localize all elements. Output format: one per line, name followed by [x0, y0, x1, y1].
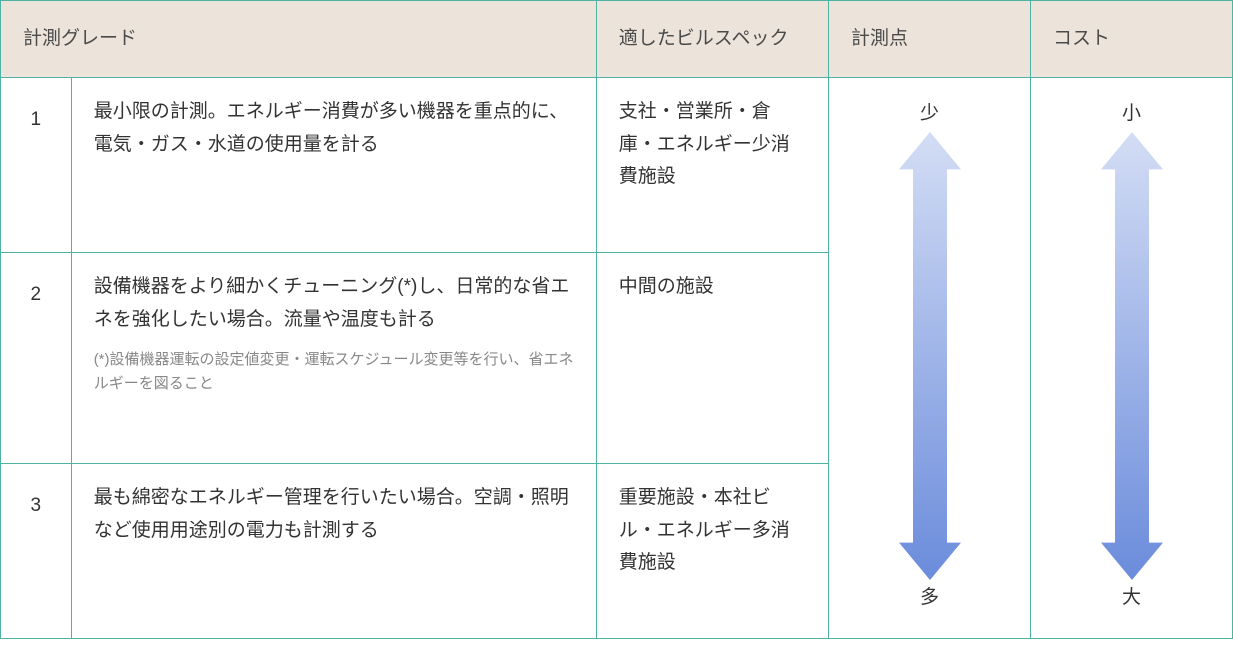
- grade-desc-text: 設備機器をより細かくチューニング(*)し、日常的な省エネを強化したい場合。流量や…: [94, 276, 570, 329]
- header-points: 計測点: [829, 1, 1031, 78]
- building-spec: 重要施設・本社ビル・エネルギー多消費施設: [596, 464, 828, 639]
- double-arrow-icon: [1101, 132, 1163, 580]
- cost-bottom-label: 大: [1122, 582, 1141, 614]
- double-arrow-icon: [899, 132, 961, 580]
- header-grade: 計測グレード: [1, 1, 597, 78]
- points-top-label: 少: [920, 98, 939, 130]
- grade-table: 計測グレード適したビルスペック計測点コスト1 最小限の計測。エネルギー消費が多い…: [0, 0, 1233, 639]
- points-bottom-label: 多: [920, 582, 939, 614]
- points-arrow-container: 少 多: [829, 78, 1030, 638]
- grade-desc-text: 最小限の計測。エネルギー消費が多い機器を重点的に、電気・ガス・水道の使用量を計る: [94, 101, 568, 154]
- grade-number: 3: [1, 464, 72, 639]
- grade-note: (*)設備機器運転の設定値変更・運転スケジュール変更等を行い、省エネルギーを図る…: [94, 348, 574, 396]
- grade-description: 最も綿密なエネルギー管理を行いたい場合。空調・照明など使用用途別の電力も計測する: [71, 464, 596, 639]
- building-spec: 支社・営業所・倉庫・エネルギー少消費施設: [596, 78, 828, 253]
- table-row: 1 最小限の計測。エネルギー消費が多い機器を重点的に、電気・ガス・水道の使用量を…: [1, 78, 1233, 253]
- points-cell: 少 多: [829, 78, 1031, 639]
- cost-arrow-container: 小 大: [1031, 78, 1232, 638]
- grade-number: 2: [1, 253, 72, 464]
- grade-description: 設備機器をより細かくチューニング(*)し、日常的な省エネを強化したい場合。流量や…: [71, 253, 596, 464]
- header-spec: 適したビルスペック: [596, 1, 828, 78]
- grade-description: 最小限の計測。エネルギー消費が多い機器を重点的に、電気・ガス・水道の使用量を計る: [71, 78, 596, 253]
- grade-desc-text: 最も綿密なエネルギー管理を行いたい場合。空調・照明など使用用途別の電力も計測する: [94, 487, 569, 540]
- header-row: 計測グレード適したビルスペック計測点コスト: [1, 1, 1233, 78]
- cost-cell: 小 大: [1031, 78, 1233, 639]
- cost-top-label: 小: [1122, 98, 1141, 130]
- building-spec: 中間の施設: [596, 253, 828, 464]
- grade-number: 1: [1, 78, 72, 253]
- header-cost: コスト: [1031, 1, 1233, 78]
